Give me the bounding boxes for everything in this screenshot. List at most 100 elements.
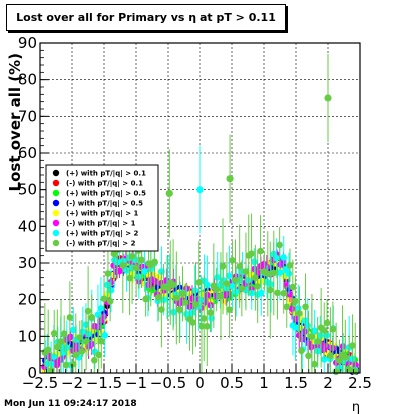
data-point (207, 309, 214, 316)
data-point (67, 333, 74, 341)
data-point (349, 342, 356, 349)
x-tick-label: −1 (125, 374, 147, 392)
data-point (119, 261, 127, 269)
data-point (264, 270, 272, 278)
data-point (62, 361, 70, 369)
legend-marker (52, 189, 60, 197)
data-point (223, 280, 231, 287)
data-point (188, 295, 196, 302)
data-point (181, 298, 189, 306)
legend-label: (+) with pT/|q| > 1 (66, 210, 139, 219)
data-point (242, 268, 250, 275)
data-point (320, 356, 328, 363)
data-point (257, 247, 264, 255)
data-point (63, 344, 71, 352)
y-tick-label: 80 (18, 71, 37, 89)
data-point (307, 343, 315, 351)
y-tick-label: 70 (18, 107, 37, 125)
data-point (254, 283, 261, 290)
data-point (78, 348, 86, 355)
data-point (292, 324, 299, 331)
data-point (66, 314, 74, 321)
legend-label: (+) with pT/|q| > 2 (66, 230, 139, 239)
data-point (219, 263, 227, 270)
y-tick-label: 40 (18, 217, 37, 235)
legend-box (45, 164, 159, 252)
data-point (57, 338, 65, 345)
data-point (158, 306, 165, 313)
y-tick-label: 20 (18, 291, 37, 309)
data-point (305, 352, 312, 360)
data-point (323, 319, 331, 327)
data-point (196, 186, 204, 194)
data-point (332, 368, 340, 375)
y-tick-label: 30 (18, 254, 37, 272)
data-point (336, 357, 343, 364)
data-point (192, 301, 199, 308)
x-tick-label: 1.5 (284, 374, 308, 392)
data-point (301, 328, 308, 335)
data-point (252, 274, 259, 282)
data-point (280, 254, 288, 261)
data-point (289, 283, 297, 291)
data-point (214, 274, 222, 281)
data-point (50, 330, 58, 337)
legend-marker (52, 179, 60, 187)
data-point (238, 285, 246, 292)
data-point (226, 272, 233, 280)
data-point (311, 360, 318, 368)
data-point (342, 353, 349, 361)
data-point (91, 356, 98, 364)
data-point (248, 250, 255, 258)
data-point (311, 327, 318, 334)
x-tick-label: 1 (259, 374, 269, 392)
data-point (203, 322, 211, 330)
y-tick-label: 0 (27, 364, 37, 382)
data-point (84, 307, 92, 315)
data-point (232, 276, 239, 284)
legend-label: (-) with pT/|q| > 0.5 (66, 200, 143, 209)
data-point (229, 282, 236, 290)
data-point (132, 264, 140, 271)
data-point (324, 94, 332, 102)
data-point (286, 262, 294, 269)
y-tick-label: 60 (18, 144, 37, 162)
data-point (165, 189, 173, 197)
data-point (141, 268, 148, 275)
x-tick-label: −2.5 (22, 374, 58, 392)
data-point (226, 175, 234, 183)
y-axis-label: Lost over all (%) (6, 53, 24, 191)
data-point (266, 286, 274, 294)
data-point (126, 274, 133, 282)
data-point (54, 343, 61, 351)
data-point (164, 284, 171, 292)
data-point (327, 352, 334, 359)
legend-marker (52, 219, 60, 227)
data-point (104, 270, 112, 277)
data-point (213, 286, 220, 293)
data-point (270, 269, 278, 277)
data-point (298, 347, 305, 355)
legend-marker (52, 169, 60, 177)
data-point (257, 289, 265, 297)
data-point (226, 306, 233, 313)
legend-label: (-) with pT/|q| > 1 (66, 220, 136, 229)
x-tick-label: −2 (61, 374, 83, 392)
data-point (151, 258, 158, 266)
data-point (273, 254, 280, 262)
data-point (276, 269, 284, 276)
chart-title: Lost over all for Primary vs η at pT > 0… (6, 4, 286, 31)
data-point (302, 303, 309, 311)
data-point (70, 326, 77, 334)
data-point (142, 295, 149, 303)
data-point (276, 241, 283, 249)
data-point (274, 289, 281, 297)
data-point (304, 322, 312, 330)
y-tick-label: 10 (18, 327, 37, 345)
data-point (176, 306, 183, 313)
data-point (288, 305, 296, 313)
data-point (107, 286, 115, 294)
legend-label: (-) with pT/|q| > 0.1 (66, 180, 143, 189)
legend-label: (+) with pT/|q| > 0.5 (66, 190, 146, 199)
